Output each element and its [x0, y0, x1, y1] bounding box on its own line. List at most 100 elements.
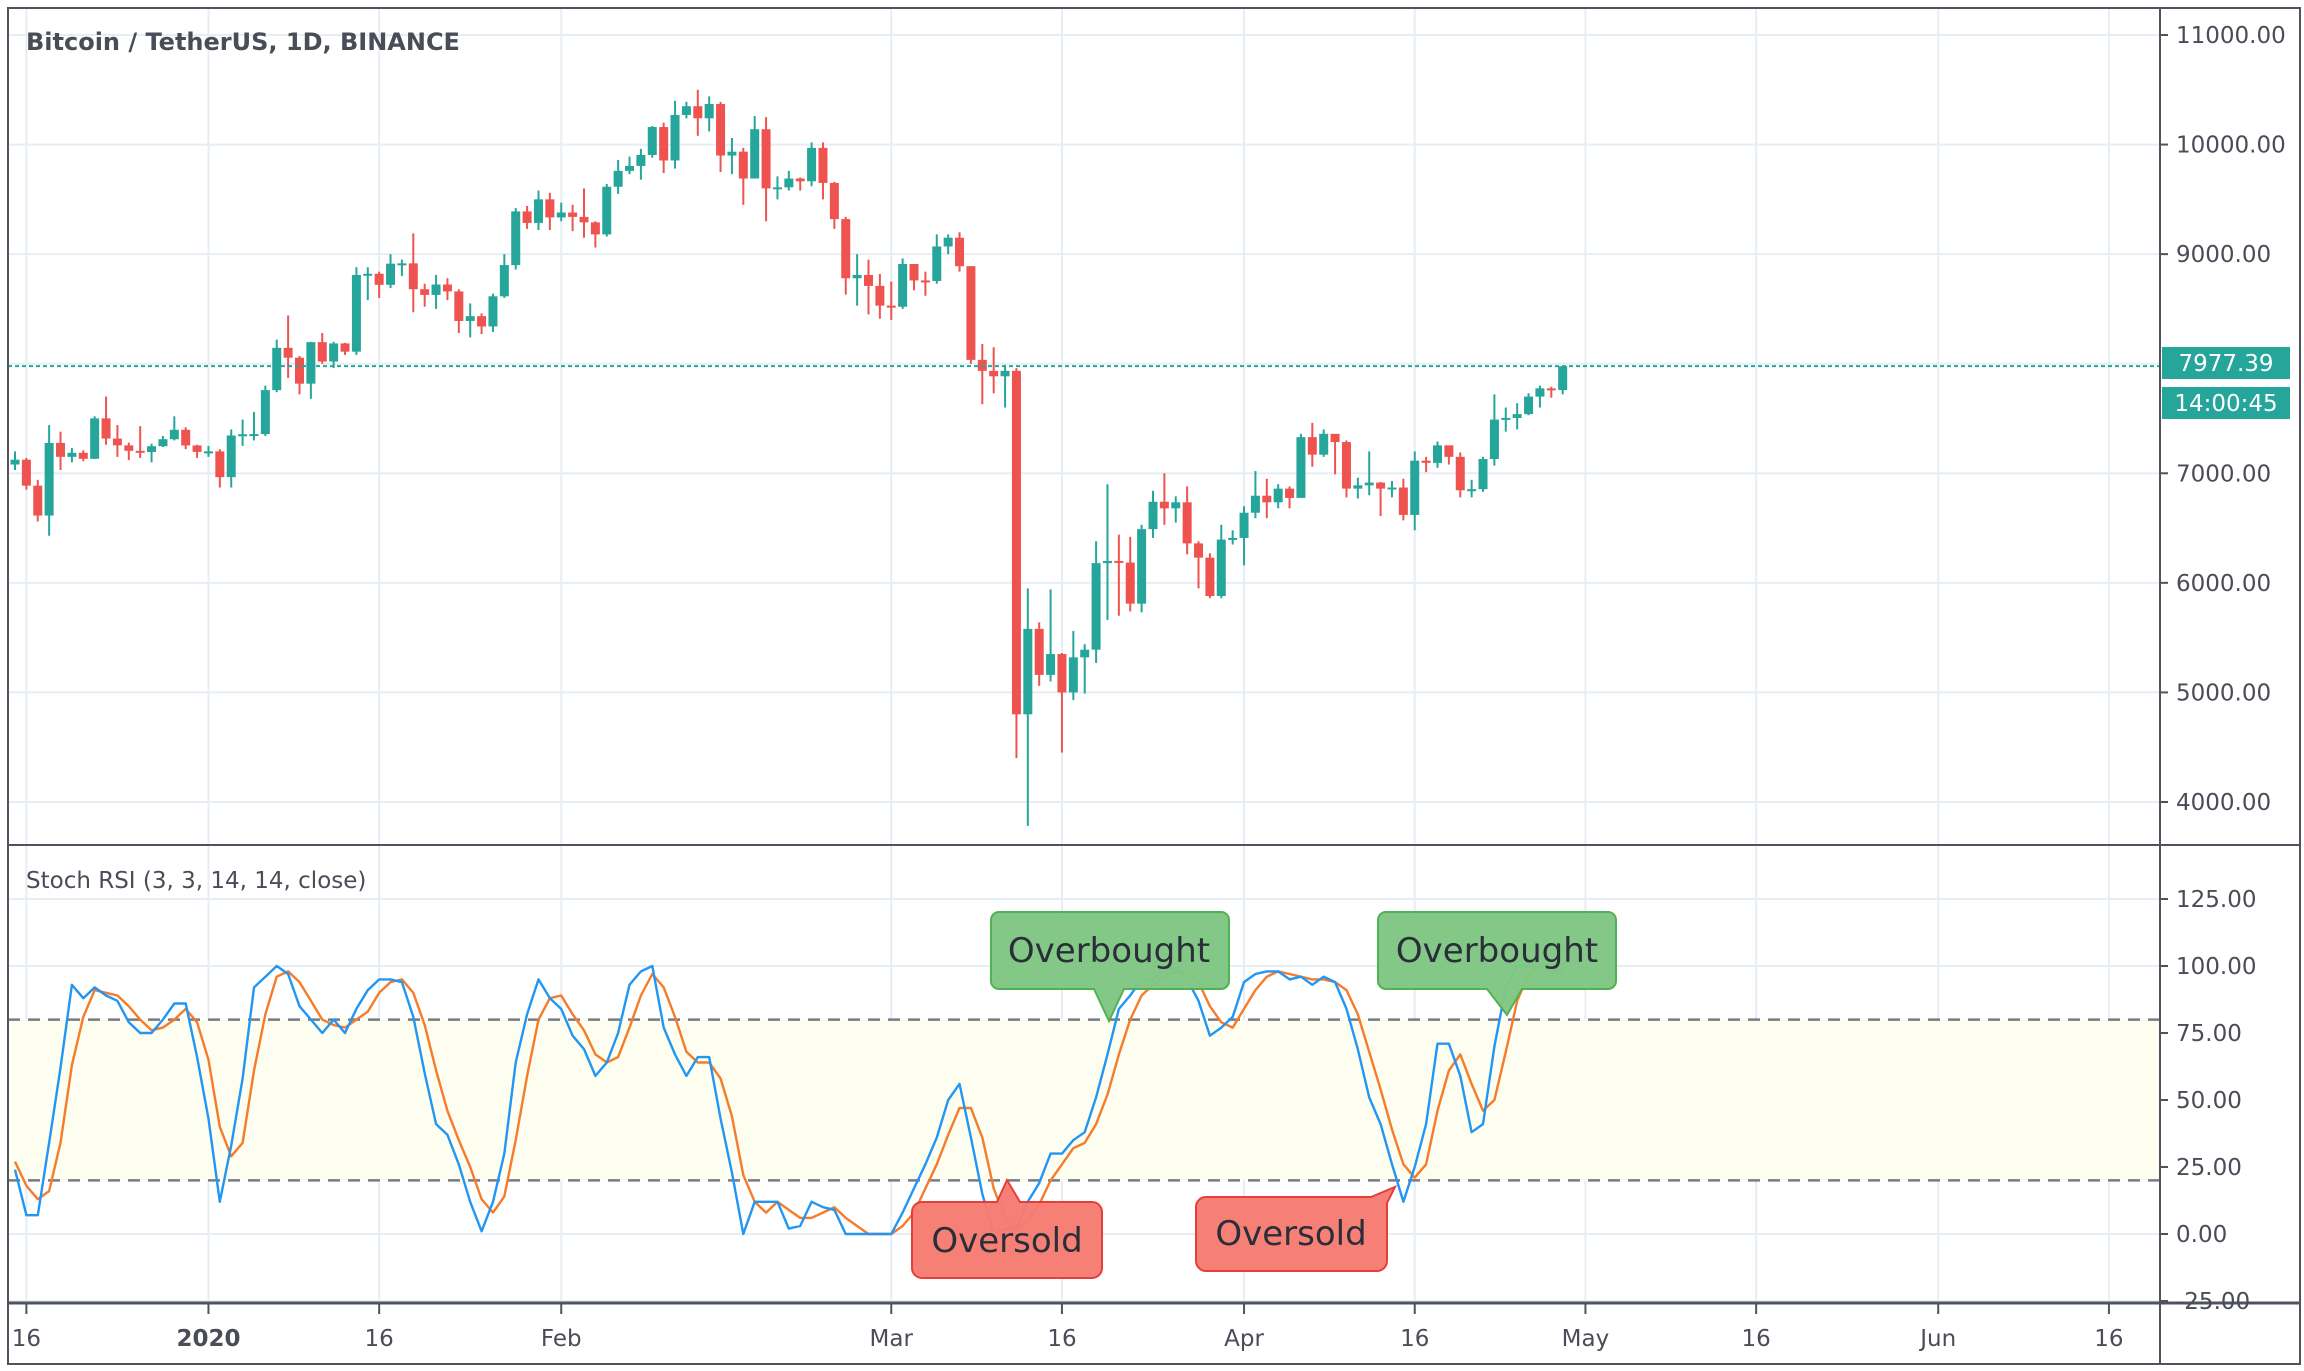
- candle: [772, 176, 782, 200]
- chart-frame: [7, 7, 2301, 1365]
- candle-body: [693, 106, 703, 119]
- candle-body: [1410, 460, 1420, 515]
- candle-body: [1501, 417, 1511, 420]
- candle: [78, 450, 88, 462]
- candle: [1364, 451, 1374, 496]
- candle-body: [295, 357, 304, 384]
- candle-body: [1228, 537, 1238, 540]
- annotation-overbought-2[interactable]: Overbought: [1377, 911, 1617, 1017]
- candle: [955, 232, 965, 272]
- candle-body: [1057, 654, 1067, 693]
- candle: [33, 479, 43, 522]
- candle: [1046, 589, 1056, 682]
- stoch-tick-label: 125.00: [2176, 887, 2256, 913]
- candle: [1182, 486, 1192, 555]
- candle-body: [716, 104, 726, 156]
- candle: [829, 181, 839, 229]
- candle: [1148, 490, 1158, 538]
- candle-body: [169, 429, 179, 440]
- candle-body: [1171, 502, 1181, 509]
- candle: [249, 411, 259, 441]
- candle: [203, 445, 213, 457]
- candle: [431, 274, 441, 309]
- stoch-tick-label: 50.00: [2176, 1088, 2242, 1114]
- candle-body: [272, 347, 282, 391]
- candle: [67, 448, 77, 463]
- candle: [693, 89, 703, 136]
- time-tick-label: Jun: [1918, 1326, 1956, 1352]
- candle: [21, 457, 31, 490]
- candle-body: [374, 273, 384, 285]
- candle-body: [761, 129, 771, 189]
- candle-body: [442, 284, 452, 292]
- candle: [1023, 588, 1033, 826]
- candle: [1228, 530, 1238, 545]
- price-tick-label: 10000.00: [2176, 133, 2286, 159]
- indicator-title[interactable]: Stoch RSI (3, 3, 14, 14, close): [26, 868, 366, 894]
- price-tick-label: 6000.00: [2176, 571, 2271, 597]
- candle: [283, 315, 293, 378]
- stoch-d-line: [13, 964, 1563, 1236]
- candle: [738, 147, 748, 205]
- annotation-overbought-1[interactable]: Overbought: [990, 911, 1230, 1024]
- candle-body: [579, 216, 589, 223]
- candle: [1410, 451, 1420, 531]
- candle-body: [1205, 557, 1215, 596]
- candle: [363, 267, 373, 301]
- candle: [1159, 473, 1169, 525]
- candle-body: [397, 263, 407, 266]
- candle: [977, 343, 987, 405]
- annotation-oversold-2[interactable]: Oversold: [1195, 1185, 1398, 1272]
- candle-body: [192, 445, 202, 452]
- candle-body: [56, 442, 66, 457]
- candle: [1080, 644, 1090, 694]
- candle-body: [1102, 560, 1112, 564]
- candle: [10, 451, 20, 470]
- candle: [386, 254, 396, 289]
- candle: [807, 142, 817, 187]
- candle-body: [1125, 562, 1135, 604]
- stoch-tick-label: 100.00: [2176, 954, 2256, 980]
- candle: [647, 125, 657, 158]
- candle-body: [602, 186, 612, 235]
- candle: [340, 342, 350, 355]
- candle-body: [21, 459, 31, 486]
- candle-body: [67, 452, 77, 457]
- candle: [420, 283, 430, 307]
- candle: [192, 444, 202, 458]
- candle-body: [1239, 512, 1249, 538]
- candle-body: [112, 438, 122, 446]
- candle-body: [966, 266, 976, 360]
- candle-body: [727, 151, 737, 156]
- candle: [875, 273, 885, 319]
- candle: [329, 341, 339, 369]
- candle-body: [465, 316, 475, 321]
- stoch-tick-label: -25.00: [2176, 1289, 2250, 1315]
- candle: [1512, 403, 1522, 430]
- candle-body: [795, 178, 805, 182]
- candle: [44, 425, 54, 536]
- stoch-axis[interactable]: 125.00 100.00 75.00 50.00 25.00 0.00 -25.00: [2160, 887, 2256, 1315]
- candle: [1000, 364, 1010, 408]
- time-tick-label: 16: [1400, 1326, 1429, 1352]
- candle: [1114, 534, 1124, 616]
- candle: [465, 303, 475, 338]
- candle: [533, 190, 543, 231]
- candle-body: [408, 263, 418, 290]
- time-tick-label: 16: [1741, 1326, 1770, 1352]
- candle: [1546, 386, 1556, 398]
- candle: [659, 122, 669, 174]
- candle: [761, 117, 771, 222]
- time-axis[interactable]: 16 2020 16 Feb Mar 16 Apr 16 May 16 Jun 16: [12, 1304, 2124, 1352]
- candle: [477, 313, 487, 335]
- candle-body: [829, 182, 839, 220]
- candle: [590, 221, 600, 248]
- candle: [158, 436, 168, 447]
- price-axis[interactable]: 11000.00 10000.00 9000.00 7000.00 6000.00 500…: [2160, 23, 2286, 816]
- candle-body: [1307, 437, 1317, 455]
- candle-body: [1046, 654, 1056, 675]
- candle-body: [750, 129, 760, 179]
- candle: [1068, 631, 1078, 701]
- annotation-oversold-1[interactable]: Oversold: [911, 1177, 1103, 1279]
